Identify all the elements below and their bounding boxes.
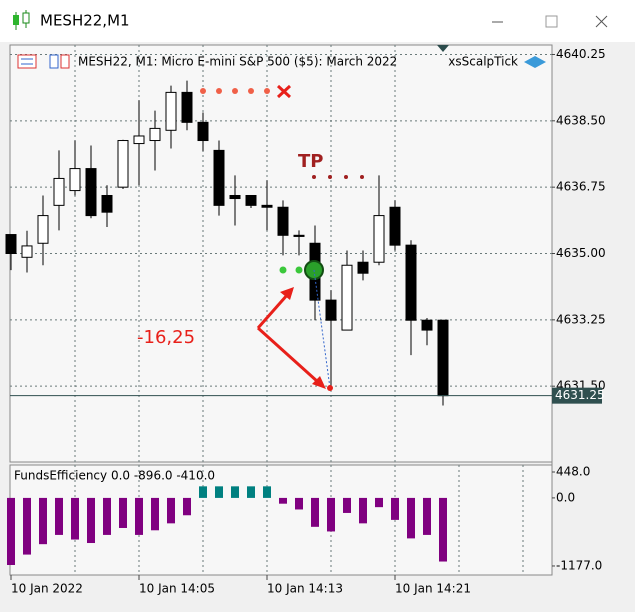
trade-markers (200, 84, 364, 391)
candle-body (293, 234, 305, 237)
bar (183, 497, 191, 516)
y-tick-label: 4633.25 (556, 312, 606, 326)
candle-body (149, 127, 161, 142)
x-tick-label: 10 Jan 2022 (11, 582, 83, 596)
bar (135, 497, 143, 535)
x-tick-label: 10 Jan 14:21 (395, 582, 471, 596)
y-tick-label: 448.0 (556, 464, 590, 478)
y-tick-label: -1177.0 (556, 558, 602, 572)
bar (167, 497, 175, 524)
loss-label: -16,25 (137, 327, 195, 348)
candle-body (357, 261, 369, 274)
x-tick-label: 10 Jan 14:05 (139, 582, 215, 596)
candle-body (101, 194, 113, 213)
bar (359, 497, 367, 524)
candle-body (85, 168, 97, 217)
bar (55, 497, 63, 535)
bar (311, 497, 319, 527)
indicator-title: FundsEfficiency 0.0 -896.0 -410.0 (14, 469, 215, 483)
bar (39, 497, 47, 545)
candle-body (5, 234, 17, 255)
bar (391, 497, 399, 520)
bar (231, 486, 239, 498)
bar (439, 497, 447, 562)
expert-icon (524, 56, 546, 68)
candle-body (181, 91, 193, 123)
candle-body (261, 204, 273, 208)
last-price-label: 4631.25 (555, 388, 605, 402)
bar (119, 497, 127, 528)
candle-body (21, 245, 33, 258)
bar (7, 497, 15, 565)
bar (375, 497, 383, 508)
y-tick-label: 4635.00 (556, 246, 606, 260)
window-title: MESH22,M1 (40, 12, 130, 30)
candle-body (229, 194, 241, 200)
candle-body (325, 299, 337, 321)
candle-body (437, 319, 449, 397)
bar (215, 486, 223, 498)
header-icons (17, 54, 70, 69)
bar (343, 497, 351, 513)
y-tick-label: 4640.25 (556, 47, 606, 61)
bar (23, 497, 31, 555)
bar (279, 497, 287, 504)
maximize-button[interactable] (545, 15, 558, 28)
bar (103, 497, 111, 535)
indicator-panel (9, 464, 553, 576)
bar (87, 497, 95, 544)
close-button[interactable] (595, 15, 608, 28)
bar (199, 486, 207, 498)
y-tick-label: 4636.75 (556, 180, 606, 194)
last-price-box (552, 387, 602, 404)
expert-name: xsScalpTick (448, 55, 518, 69)
candle-body (277, 206, 289, 236)
bar (247, 486, 255, 498)
shift-marker (437, 45, 449, 52)
candle-body (389, 206, 401, 246)
candle-body (405, 244, 417, 321)
candle-body (133, 135, 145, 145)
bar (295, 497, 303, 510)
candle-body (341, 264, 353, 331)
candle-body (165, 91, 177, 131)
candle-body (37, 215, 49, 244)
y-tick-label: 0.0 (556, 490, 575, 504)
x-tick-label: 10 Jan 14:13 (267, 582, 343, 596)
bar (71, 497, 79, 540)
bar (327, 497, 335, 532)
plot (5, 45, 552, 575)
candle-body (117, 140, 129, 188)
candle-body (421, 319, 433, 331)
candle-body (69, 168, 81, 192)
y-tick-label: 4638.50 (556, 113, 606, 127)
app-icon (13, 10, 30, 30)
candle-body (197, 121, 209, 142)
bar (263, 486, 271, 498)
candle-body (245, 194, 257, 206)
title-bar (0, 0, 635, 42)
candle-body (213, 149, 225, 206)
candle-body (373, 215, 385, 263)
bar (151, 497, 159, 531)
bar (407, 497, 415, 539)
candle-body (53, 177, 65, 206)
bar (423, 497, 431, 535)
chart-header: MESH22, M1: Micro E-mini S&P 500 ($5): M… (78, 55, 397, 69)
tp-label: TP (298, 151, 323, 172)
